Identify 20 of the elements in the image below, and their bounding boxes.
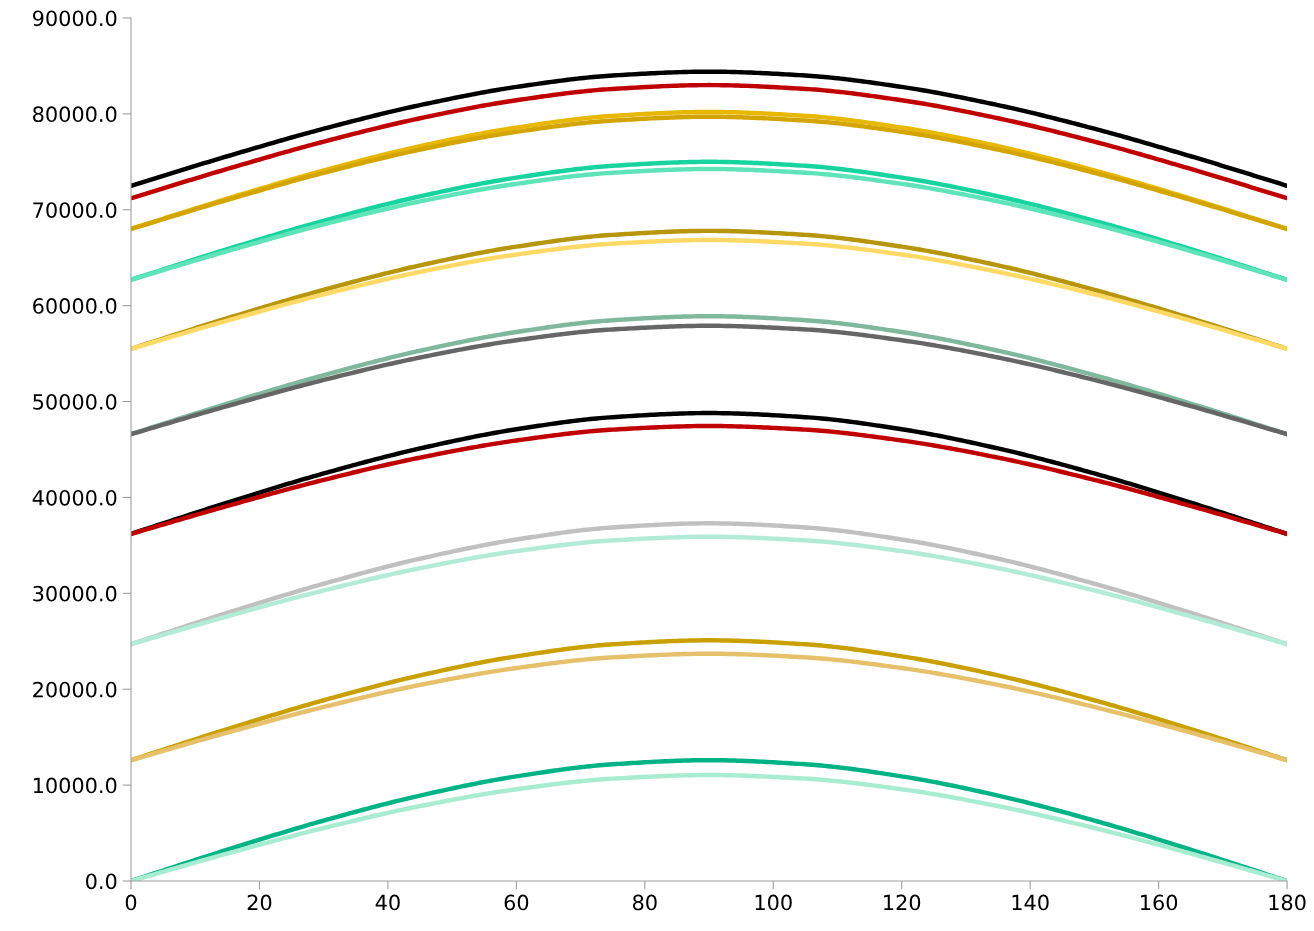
x-tick-label: 40 — [375, 894, 400, 911]
y-tick-label: 20000.0 — [33, 681, 117, 698]
y-tick-label: 30000.0 — [33, 585, 117, 602]
y-tick-label: 10000.0 — [33, 777, 117, 794]
x-tick-label: 60 — [504, 894, 529, 911]
y-tick-label: 0.0 — [86, 873, 117, 890]
y-tick-label: 40000.0 — [32, 489, 117, 506]
x-tick-label: 120 — [884, 894, 921, 911]
x-tick-label: 140 — [1012, 894, 1049, 911]
y-tick-label: 70000.0 — [33, 202, 117, 218]
x-tick-label: 180 — [1269, 894, 1306, 911]
y-tick-label: 80000.0 — [33, 106, 117, 123]
x-tick-label: 0 — [125, 894, 137, 911]
x-tick-label: 160 — [1141, 894, 1178, 911]
x-tick-label: 80 — [632, 894, 657, 911]
y-tick-label: 60000.0 — [33, 298, 117, 314]
y-tick-label: 50000.0 — [33, 393, 117, 410]
y-tick-label: 90000.0 — [32, 10, 117, 27]
x-tick-label: 100 — [755, 894, 792, 911]
x-tick-label: 20 — [247, 894, 272, 911]
